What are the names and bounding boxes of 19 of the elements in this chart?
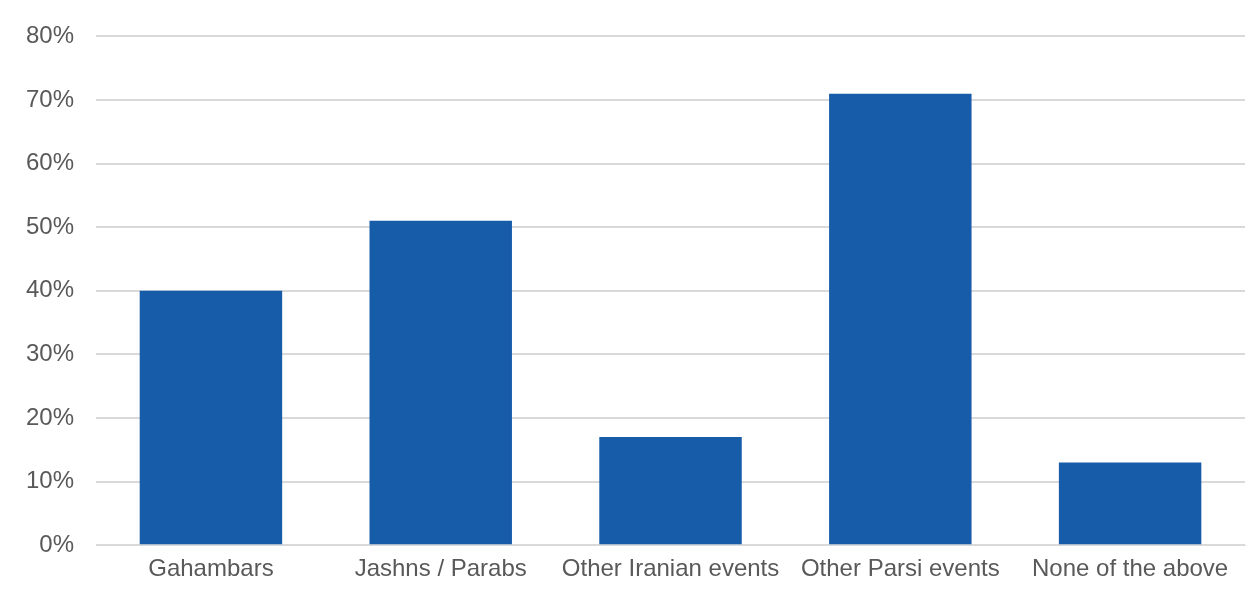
y-tick-label: 30% [25, 339, 75, 367]
x-tick-label: Jashns / Parabs [354, 554, 527, 582]
bar [599, 437, 742, 545]
y-tick-label: 60% [25, 148, 75, 176]
y-tick-label: 20% [25, 402, 75, 430]
bar [829, 93, 972, 545]
x-tick-label: None of the above [1032, 554, 1229, 582]
y-tick-label: 80% [25, 21, 75, 49]
x-tick-label: Other Parsi events [800, 554, 1000, 582]
y-tick-label: 0% [39, 529, 75, 557]
y-tick-label: 70% [25, 84, 75, 112]
bar [139, 290, 283, 545]
y-tick-label: 50% [25, 211, 75, 239]
x-tick-label: Other Iranian events [561, 554, 780, 582]
y-tick-label: 40% [25, 275, 75, 303]
bar [369, 220, 512, 545]
bar [1058, 462, 1202, 545]
y-tick-label: 10% [25, 466, 75, 494]
x-tick-label: Gahambars [148, 554, 274, 582]
